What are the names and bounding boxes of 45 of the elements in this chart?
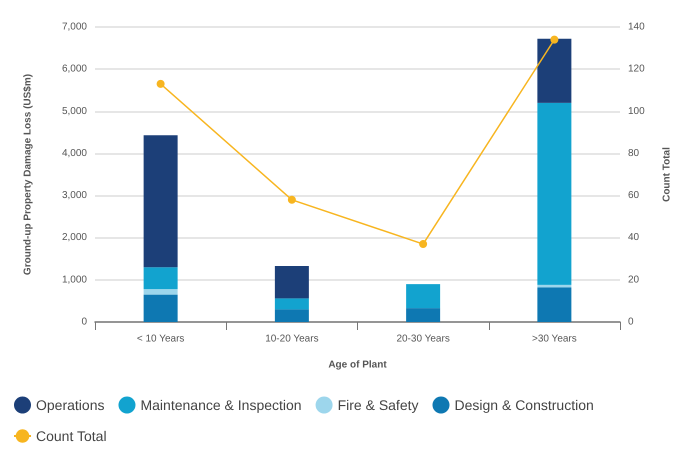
point [419,240,428,248]
x-tick-label: < 10 Years [136,334,184,344]
bar [144,267,178,290]
bar [274,266,309,298]
y2-axis-title: Count Total [662,146,672,202]
y-tick-label: 4,000 [62,148,88,159]
bar [537,38,572,103]
bar [537,287,572,322]
y-tick-label: 7,000 [62,22,88,32]
bar [274,309,309,322]
legend-label: Count Total [36,428,107,444]
y-tick-label: 2,000 [62,232,88,244]
y2-tick-label: 80 [628,148,640,159]
x-tick-label: >30 Years [532,334,577,344]
y-tick-label: 3,000 [62,190,88,202]
bar [144,135,178,268]
y-tick-label: 6,000 [62,64,88,75]
point [550,36,558,44]
bar [406,284,440,308]
y2-tick-label: 140 [628,22,646,32]
y-tick-label: 1,000 [62,274,88,286]
y2-tick-label: 20 [628,274,640,286]
x-axis-title: Age of Plant [328,360,388,370]
y2-tick-label: 60 [628,190,640,202]
bar [144,289,178,295]
point [156,80,165,88]
y2-tick-label: 100 [628,106,646,117]
legend-label: Maintenance & Inspection [140,397,302,413]
y2-tick-label: 40 [628,232,640,244]
y-tick-label: 0 [81,316,88,328]
bar [537,284,572,288]
x-tick-label: 20-30 Years [396,334,450,344]
legend-label: Design & Construction [454,397,594,413]
y2-tick-label: 0 [628,316,634,328]
point [288,196,296,204]
y-tick-label: 5,000 [62,106,88,117]
y2-tick-label: 120 [628,64,646,75]
legend-label: Fire & Safety [338,397,419,413]
x-tick-label: 10-20 Years [265,334,319,344]
bar [406,308,440,322]
legend-label: Operations [36,397,104,413]
y-axis-title: Ground-up Property Damage Loss (US$m) [22,74,34,276]
bar [274,298,309,310]
bar [144,294,178,322]
bar [537,102,572,285]
